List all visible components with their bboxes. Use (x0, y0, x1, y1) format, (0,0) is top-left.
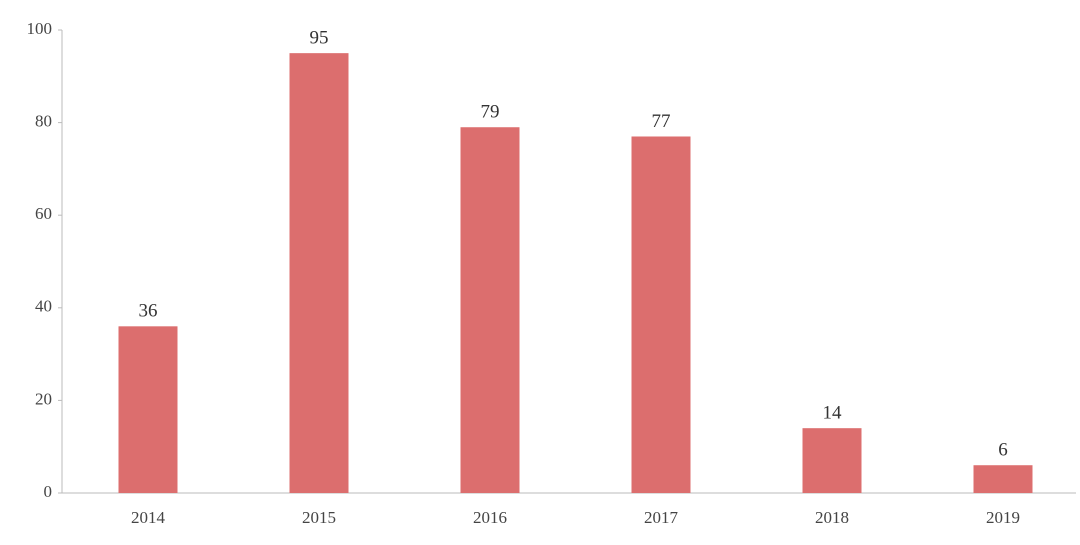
y-tick-label: 20 (35, 389, 52, 408)
y-tick-label: 0 (44, 482, 53, 501)
y-tick-label: 80 (35, 112, 52, 131)
x-tick-label: 2016 (473, 508, 507, 527)
value-label: 95 (310, 28, 329, 49)
bar (631, 136, 691, 494)
value-label: 36 (139, 301, 158, 322)
value-label: 79 (481, 102, 500, 123)
bar (460, 127, 520, 493)
bar (802, 428, 862, 493)
y-tick-label: 40 (35, 297, 52, 316)
value-label: 6 (998, 440, 1008, 461)
x-tick-label: 2018 (815, 508, 849, 527)
y-tick-label: 60 (35, 204, 52, 223)
value-label: 77 (652, 111, 671, 132)
x-tick-label: 2019 (986, 508, 1020, 527)
y-tick-label: 100 (27, 19, 53, 38)
bar (118, 326, 178, 493)
bar (973, 465, 1033, 493)
value-label: 14 (823, 403, 843, 424)
x-tick-label: 2015 (302, 508, 336, 527)
x-tick-label: 2017 (644, 508, 679, 527)
x-tick-label: 2014 (131, 508, 166, 527)
bar (289, 53, 349, 494)
